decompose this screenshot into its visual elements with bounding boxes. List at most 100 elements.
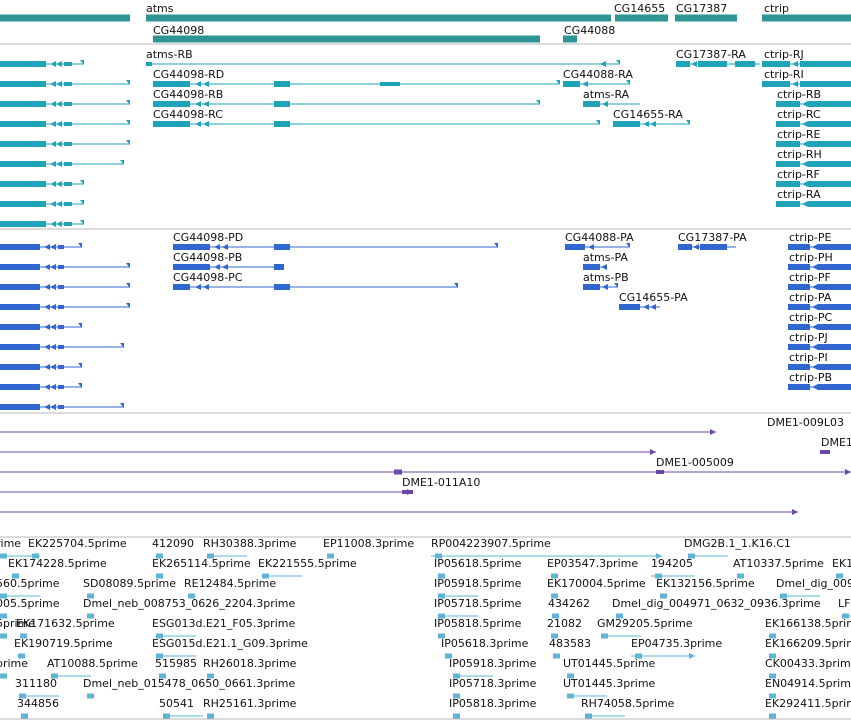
est-block[interactable] — [438, 573, 445, 579]
exon-block[interactable] — [818, 284, 851, 290]
exon-block[interactable] — [0, 81, 46, 87]
exon-block[interactable] — [0, 101, 46, 107]
exon-block[interactable] — [146, 62, 152, 66]
exon-block[interactable] — [0, 61, 46, 67]
exon-block[interactable] — [0, 384, 40, 390]
exon-block[interactable] — [0, 141, 46, 147]
exon-block[interactable] — [0, 121, 46, 127]
exon-block[interactable] — [380, 82, 400, 86]
exon-block[interactable] — [776, 201, 800, 207]
exon-block[interactable] — [58, 305, 64, 309]
exon-block[interactable] — [583, 264, 600, 270]
exon-block[interactable] — [613, 121, 640, 127]
exon-block[interactable] — [735, 61, 755, 67]
gene-bar[interactable] — [675, 14, 737, 22]
exon-block[interactable] — [58, 405, 64, 409]
exon-block[interactable] — [0, 304, 40, 310]
exon-block[interactable] — [788, 264, 810, 270]
exon-block[interactable] — [64, 102, 72, 106]
est-block[interactable] — [12, 573, 19, 579]
exon-block[interactable] — [776, 101, 800, 107]
est-block[interactable] — [207, 673, 214, 679]
est-block[interactable] — [32, 553, 39, 559]
clone-block[interactable] — [402, 490, 413, 494]
est-block[interactable] — [188, 593, 195, 599]
est-block[interactable] — [21, 713, 28, 719]
exon-block[interactable] — [0, 161, 46, 167]
exon-block[interactable] — [0, 244, 40, 250]
exon-block[interactable] — [676, 61, 690, 67]
est-block[interactable] — [438, 613, 445, 619]
exon-block[interactable] — [565, 244, 585, 250]
exon-block[interactable] — [0, 324, 40, 330]
exon-block[interactable] — [58, 345, 64, 349]
exon-block[interactable] — [776, 141, 800, 147]
est-block[interactable] — [551, 633, 558, 639]
exon-block[interactable] — [788, 304, 810, 310]
exon-block[interactable] — [58, 265, 64, 269]
exon-block[interactable] — [274, 101, 290, 107]
exon-block[interactable] — [776, 161, 800, 167]
gene-bar[interactable] — [762, 14, 851, 22]
gene-bar[interactable] — [563, 35, 577, 43]
exon-block[interactable] — [173, 284, 190, 290]
exon-block[interactable] — [58, 385, 64, 389]
exon-block[interactable] — [583, 101, 600, 107]
exon-block[interactable] — [274, 264, 284, 270]
est-block[interactable] — [51, 673, 58, 679]
est-block[interactable] — [585, 713, 592, 719]
est-block[interactable] — [0, 633, 7, 639]
exon-block[interactable] — [776, 121, 800, 127]
exon-block[interactable] — [808, 141, 851, 147]
exon-block[interactable] — [808, 201, 851, 207]
est-block[interactable] — [156, 573, 163, 579]
est-block[interactable] — [769, 693, 776, 699]
exon-block[interactable] — [64, 222, 72, 226]
exon-block[interactable] — [808, 161, 851, 167]
est-block[interactable] — [207, 713, 214, 719]
exon-block[interactable] — [818, 244, 851, 250]
exon-block[interactable] — [64, 162, 72, 166]
est-block[interactable] — [156, 553, 163, 559]
exon-block[interactable] — [762, 61, 790, 67]
est-block[interactable] — [0, 593, 7, 599]
exon-block[interactable] — [173, 264, 210, 270]
est-block[interactable] — [551, 593, 558, 599]
est-block[interactable] — [87, 693, 94, 699]
exon-block[interactable] — [64, 142, 72, 146]
est-block[interactable] — [19, 693, 26, 699]
exon-block[interactable] — [0, 364, 40, 370]
exon-block[interactable] — [274, 81, 290, 87]
clone-block[interactable] — [656, 470, 664, 474]
exon-block[interactable] — [818, 264, 851, 270]
est-block[interactable] — [567, 693, 574, 699]
est-block[interactable] — [159, 673, 166, 679]
est-block[interactable] — [438, 593, 445, 599]
clone-block[interactable] — [820, 450, 830, 454]
exon-block[interactable] — [788, 364, 810, 370]
est-block[interactable] — [836, 573, 843, 579]
est-block[interactable] — [737, 573, 744, 579]
est-block[interactable] — [567, 673, 574, 679]
exon-block[interactable] — [678, 244, 692, 250]
est-block[interactable] — [453, 693, 460, 699]
exon-block[interactable] — [788, 284, 810, 290]
est-block[interactable] — [842, 613, 849, 619]
est-block[interactable] — [660, 593, 667, 599]
est-block[interactable] — [327, 553, 334, 559]
exon-block[interactable] — [818, 344, 851, 350]
exon-block[interactable] — [818, 384, 851, 390]
exon-block[interactable] — [64, 82, 72, 86]
est-block[interactable] — [262, 573, 269, 579]
exon-block[interactable] — [0, 201, 46, 207]
exon-block[interactable] — [0, 264, 40, 270]
est-block[interactable] — [156, 653, 163, 659]
exon-block[interactable] — [0, 181, 46, 187]
exon-block[interactable] — [818, 364, 851, 370]
exon-block[interactable] — [64, 202, 72, 206]
gene-bar[interactable] — [146, 14, 611, 22]
exon-block[interactable] — [788, 244, 810, 250]
exon-block[interactable] — [64, 62, 72, 66]
exon-block[interactable] — [800, 81, 851, 87]
